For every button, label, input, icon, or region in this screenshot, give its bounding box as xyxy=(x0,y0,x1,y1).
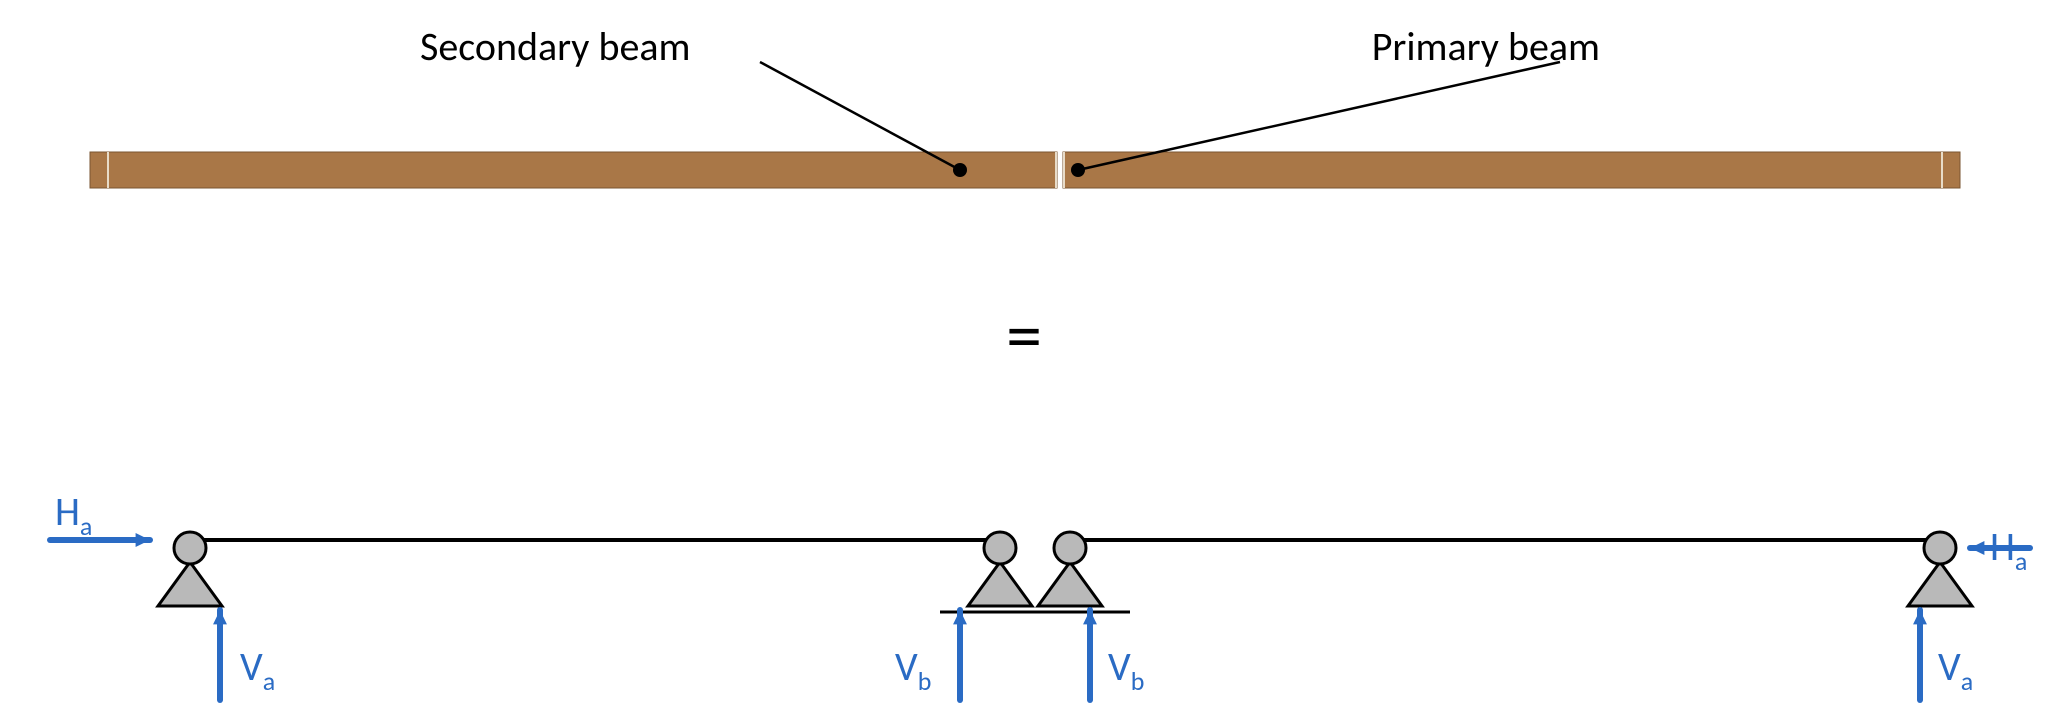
secondary-beam xyxy=(90,152,1057,188)
label-vb-left: Vb xyxy=(895,642,931,697)
secondary-beam-callout-dot xyxy=(953,163,967,177)
svg-text:Vb: Vb xyxy=(1108,642,1144,697)
label-ha-right: Ha xyxy=(1990,522,2027,577)
support-pin-right xyxy=(1908,532,1972,606)
primary-beam-callout-dot xyxy=(1071,163,1085,177)
label-va-right: Va xyxy=(1938,642,1973,697)
force-va-right xyxy=(1913,610,1927,700)
label-va-left: Va xyxy=(240,642,275,697)
force-vb-right xyxy=(1083,610,1097,700)
svg-text:Ha: Ha xyxy=(55,487,92,542)
label-ha-left: Ha xyxy=(55,487,92,542)
primary-beam-callout-label: Primary beam xyxy=(1372,22,1600,71)
force-va-left xyxy=(213,610,227,700)
svg-text:Vb: Vb xyxy=(895,642,931,697)
svg-text:Ha: Ha xyxy=(1990,522,2027,577)
secondary-beam-callout-label: Secondary beam xyxy=(420,22,690,71)
support-pin-left xyxy=(158,532,222,606)
force-vb-left xyxy=(953,610,967,700)
label-vb-right: Vb xyxy=(1108,642,1144,697)
svg-text:Va: Va xyxy=(1938,642,1973,697)
svg-text:Va: Va xyxy=(240,642,275,697)
secondary-beam-right xyxy=(1063,152,1960,188)
equals-sign: = xyxy=(1006,292,1042,380)
